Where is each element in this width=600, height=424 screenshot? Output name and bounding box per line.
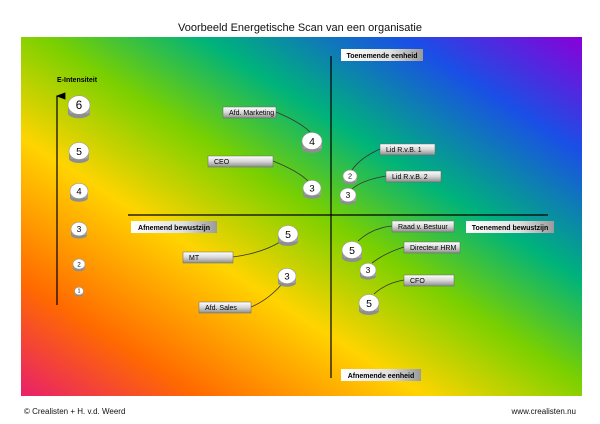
cylinder-mt: 5 <box>277 225 299 246</box>
connector-afd-marketing <box>275 111 311 133</box>
scale-cylinder-1-value: 1 <box>78 289 81 295</box>
left-axis-tag: Afnemend bewustzijn <box>131 221 217 233</box>
item-mt: MT 5 <box>182 225 299 264</box>
scale-cylinder-3-value: 3 <box>77 224 82 234</box>
gradient-background <box>21 37 582 396</box>
cylinder-ceo-value: 3 <box>309 183 314 194</box>
scale-cylinder-2-value: 2 <box>77 261 81 268</box>
tag-ceo: CEO <box>207 155 274 168</box>
cylinder-afd-sales: 3 <box>277 268 297 287</box>
cylinder-afd-marketing: 4 <box>301 132 323 153</box>
connector-lid-rvb-1 <box>351 148 381 171</box>
scale-cylinder-1: 1 <box>74 286 84 297</box>
tag-lid-rvb-2: Lid R.v.B. 2 <box>385 170 442 183</box>
item-afd-marketing: Afd. Marketing 4 <box>222 106 323 153</box>
tag-mt: MT <box>182 251 234 264</box>
top-axis-label: Toenemende eenheid <box>346 53 417 60</box>
bottom-axis-tag: Afnemende eenheid <box>341 369 421 381</box>
item-lid-rvb-1: Lid R.v.B. 1 2 <box>342 143 436 185</box>
scale-cylinder-6-value: 6 <box>76 100 82 112</box>
cylinder-cfo: 5 <box>358 294 380 315</box>
cylinder-lid-rvb-1: 2 <box>342 169 358 185</box>
scale-cylinder-5-value: 5 <box>76 146 82 158</box>
scale-cylinder-3: 3 <box>70 221 88 239</box>
cylinder-directeur-hrm-value: 3 <box>366 265 371 275</box>
scale-cylinder-5: 5 <box>68 142 90 163</box>
cylinder-afd-marketing-value: 4 <box>309 136 315 148</box>
tag-ceo-label: CEO <box>214 159 230 166</box>
connector-mt <box>232 241 281 258</box>
footer-website: www.crealisten.nu <box>511 407 576 416</box>
tag-cfo-label: CFO <box>410 278 425 285</box>
top-axis-tag: Toenemende eenheid <box>341 49 423 61</box>
tag-directeur-hrm: Directeur HRM <box>403 241 461 254</box>
tag-afd-sales: Afd. Sales <box>198 301 252 314</box>
footer-copyright: © Crealisten + H. v.d. Weerd <box>24 407 126 416</box>
item-afd-sales: Afd. Sales 3 <box>198 268 297 314</box>
left-axis-label: Afnemend bewustzijn <box>138 225 210 232</box>
item-ceo: CEO 3 <box>207 155 322 199</box>
connector-raad-v-bestuur <box>357 225 393 242</box>
y-axis-label: E-Intensiteit <box>57 77 98 84</box>
tag-raad-v-bestuur: Raad v. Bestuur <box>391 220 455 233</box>
scale-cylinder-2: 2 <box>72 258 86 272</box>
tag-lid-rvb-1-label: Lid R.v.B. 1 <box>386 147 422 154</box>
page-title: Voorbeeld Energetische Scan van een orga… <box>177 22 422 34</box>
tag-mt-label: MT <box>189 255 200 262</box>
cylinder-ceo: 3 <box>302 180 322 199</box>
connector-afd-sales <box>250 283 283 308</box>
item-lid-rvb-2: Lid R.v.B. 2 3 <box>339 170 442 205</box>
cylinder-raad-v-bestuur-value: 5 <box>349 245 355 257</box>
intensity-scale: 6 5 4 3 2 1 <box>67 95 91 297</box>
cylinder-lid-rvb-1-value: 2 <box>348 172 352 181</box>
tag-afd-sales-label: Afd. Sales <box>205 305 237 312</box>
tag-afd-marketing: Afd. Marketing <box>222 106 277 119</box>
cylinder-directeur-hrm: 3 <box>359 262 377 280</box>
scale-cylinder-4: 4 <box>69 183 89 202</box>
connector-cfo <box>373 279 405 295</box>
cylinder-raad-v-bestuur: 5 <box>341 241 363 262</box>
connector-ceo <box>272 160 309 182</box>
cylinder-mt-value: 5 <box>285 229 291 241</box>
cylinder-afd-sales-value: 3 <box>284 271 289 282</box>
connectors <box>232 111 405 308</box>
cylinder-lid-rvb-2-value: 3 <box>346 190 351 200</box>
right-axis-label: Toenemend bewustzijn <box>472 225 549 232</box>
tag-raad-v-bestuur-label: Raad v. Bestuur <box>398 224 448 231</box>
tag-lid-rvb-2-label: Lid R.v.B. 2 <box>392 174 428 181</box>
bottom-axis-label: Afnemende eenheid <box>348 373 415 380</box>
tag-afd-marketing-label: Afd. Marketing <box>229 110 274 117</box>
connector-lid-rvb-2 <box>351 175 387 190</box>
tag-cfo: CFO <box>403 274 455 287</box>
tag-directeur-hrm-label: Directeur HRM <box>410 245 456 252</box>
scale-cylinder-4-value: 4 <box>76 186 81 197</box>
scale-cylinder-6: 6 <box>67 95 91 119</box>
item-cfo: CFO 5 <box>358 274 455 315</box>
connector-directeur-hrm <box>371 246 405 264</box>
right-axis-tag: Toenemend bewustzijn <box>466 221 554 233</box>
tag-lid-rvb-1: Lid R.v.B. 1 <box>379 143 436 156</box>
item-raad-v-bestuur: Raad v. Bestuur 5 <box>341 220 455 262</box>
cylinder-lid-rvb-2: 3 <box>339 187 357 205</box>
cylinder-cfo-value: 5 <box>366 298 372 310</box>
item-directeur-hrm: Directeur HRM 3 <box>359 241 461 280</box>
